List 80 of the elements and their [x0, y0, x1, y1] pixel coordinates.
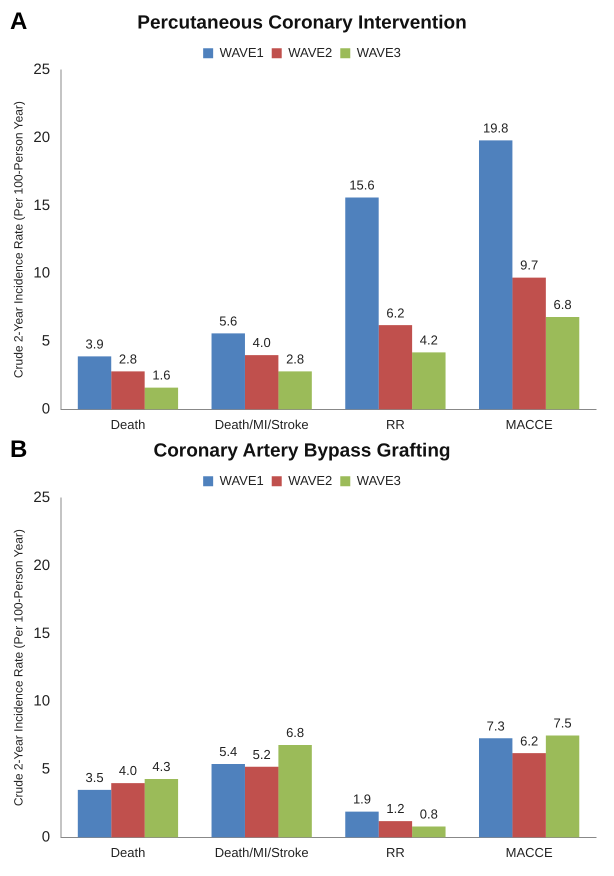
bar	[78, 356, 112, 410]
text: A	[10, 8, 28, 36]
bar	[412, 826, 446, 838]
bar	[144, 388, 178, 410]
data-label: 7.3	[486, 718, 505, 734]
data-label: 2.8	[286, 351, 304, 366]
y-tick-label: 20	[33, 556, 50, 574]
bar	[546, 317, 580, 410]
data-label: 1.9	[352, 792, 372, 807]
x-tick-label: RR	[386, 416, 405, 432]
bar	[212, 333, 245, 410]
legend-label: WAVE3	[356, 44, 401, 60]
bar	[111, 783, 145, 838]
y-tick-label: 0	[42, 828, 50, 846]
x-tick-label: Death	[110, 844, 146, 860]
bar	[111, 371, 145, 410]
data-label: 9.7	[520, 258, 538, 273]
y-tick-label: 20	[33, 128, 50, 146]
bar	[278, 745, 312, 838]
bar	[546, 736, 580, 838]
data-label: 2.8	[118, 351, 137, 366]
bar	[412, 352, 446, 410]
bar	[478, 140, 512, 410]
data-label: 3.9	[85, 336, 104, 352]
bar	[212, 764, 245, 838]
legend-label: WAVE2	[288, 44, 332, 60]
data-label: 6.8	[554, 297, 572, 312]
y-tick-label: 10	[33, 264, 50, 282]
bar	[345, 812, 379, 838]
legend-label: WAVE2	[288, 472, 332, 488]
legend-label: WAVE1	[220, 472, 264, 488]
legend-label: WAVE3	[356, 472, 401, 488]
data-label: 4.3	[152, 759, 170, 774]
y-tick-label: 5	[42, 760, 50, 778]
bar	[512, 278, 546, 410]
legend-label: WAVE1	[220, 44, 264, 60]
data-label: 5.6	[219, 313, 238, 328]
y-axis-title: Crude 2-Year Incidence Rate (Per 100-Person Year)	[12, 101, 26, 378]
text: B	[10, 436, 28, 464]
y-tick-label: 5	[42, 332, 50, 350]
data-label: 6.8	[286, 725, 304, 740]
bar	[244, 766, 278, 838]
data-label: 1.6	[152, 368, 170, 383]
x-tick-label: MACCE	[506, 416, 553, 432]
chart-title: Coronary Artery Bypass Grafting	[153, 440, 451, 462]
bar	[378, 821, 412, 838]
data-label: 0.8	[420, 806, 438, 822]
bar	[244, 355, 278, 410]
y-axis-title: Crude 2-Year Incidence Rate (Per 100-Person Year)	[12, 529, 26, 806]
bar	[278, 371, 312, 410]
bar	[345, 197, 379, 410]
data-label: 5.2	[252, 746, 271, 762]
y-tick-label: 25	[33, 60, 50, 78]
data-label: 7.5	[554, 716, 572, 731]
bar	[512, 753, 546, 838]
x-tick-label: Death/MI/Stroke	[214, 844, 309, 860]
data-label: 4.0	[118, 763, 137, 778]
x-tick-label: MACCE	[506, 844, 553, 860]
data-label: 4.2	[420, 332, 438, 348]
data-label: 15.6	[349, 178, 375, 193]
chart-title: Percutaneous Coronary Intervention	[137, 12, 467, 34]
y-tick-label: 0	[42, 400, 50, 418]
data-label: 6.2	[386, 305, 404, 320]
data-label: 1.2	[386, 801, 404, 816]
data-label: 6.2	[520, 733, 538, 748]
bar	[378, 325, 412, 410]
bar	[144, 778, 178, 838]
bar	[478, 738, 512, 838]
y-tick-label: 15	[33, 196, 50, 214]
data-label: 5.4	[219, 744, 238, 760]
x-tick-label: Death	[110, 416, 146, 432]
x-tick-label: RR	[386, 844, 405, 860]
data-label: 3.5	[85, 770, 104, 785]
data-label: 19.8	[483, 120, 508, 136]
bar	[78, 790, 112, 838]
data-label: 4.0	[252, 335, 271, 350]
y-tick-label: 15	[33, 624, 50, 642]
y-tick-label: 10	[33, 692, 50, 710]
y-tick-label: 25	[33, 488, 50, 506]
x-tick-label: Death/MI/Stroke	[214, 416, 309, 432]
